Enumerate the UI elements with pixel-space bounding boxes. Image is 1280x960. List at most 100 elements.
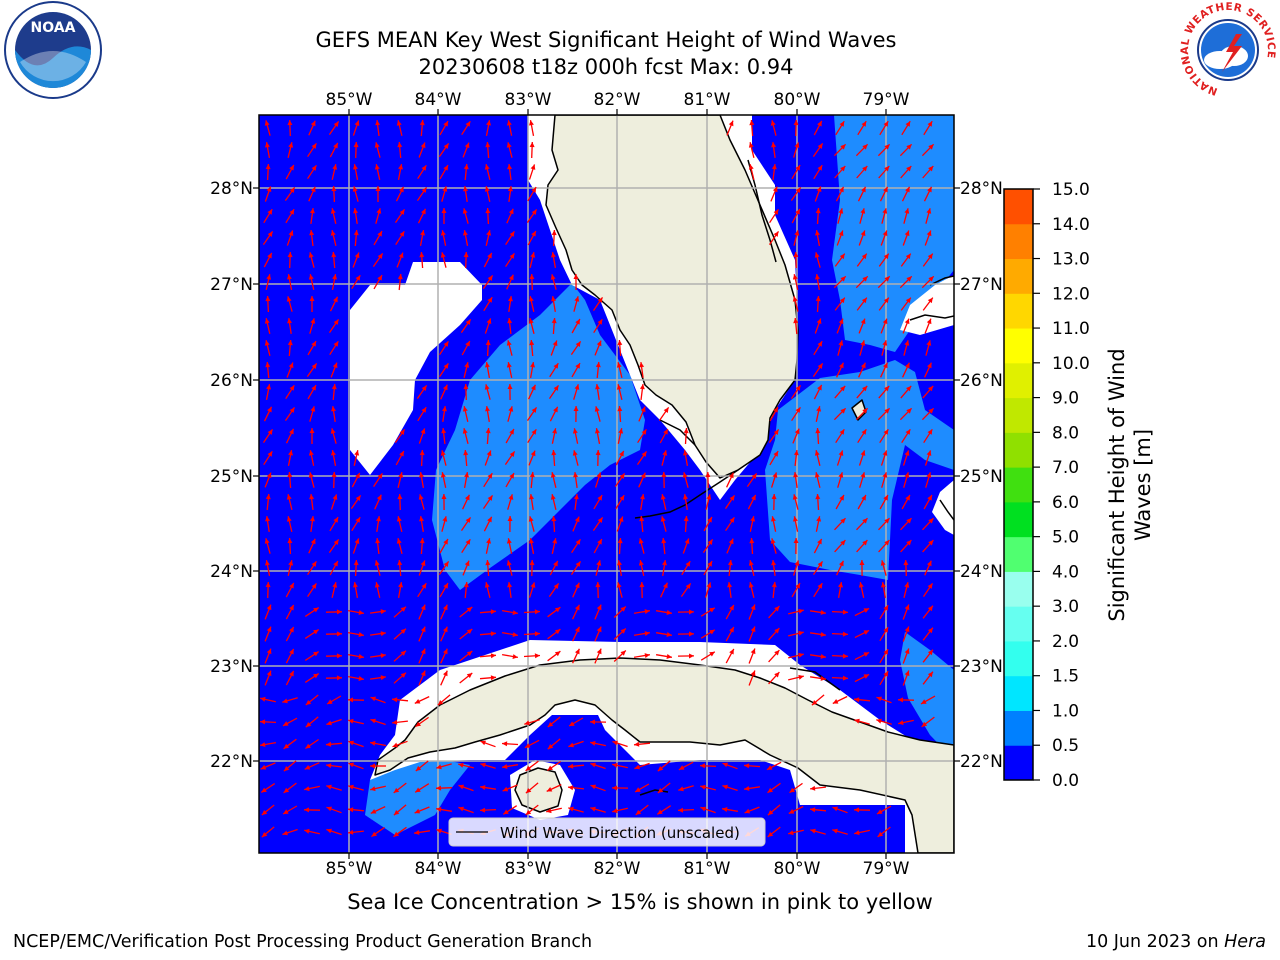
wave-vector-head: [860, 208, 866, 214]
wave-vector-head: [289, 428, 294, 435]
wave-vector-head: [376, 516, 381, 522]
wave-vector-head: [640, 406, 646, 413]
lat-label-left-27n: 27°N: [210, 275, 253, 295]
wave-vector-head: [905, 297, 911, 304]
wave-vector-head: [326, 784, 332, 790]
wave-vector-head: [525, 765, 532, 771]
wave-vector-head: [661, 538, 667, 544]
wave-vector-head: [709, 607, 715, 613]
wave-vector-head: [662, 450, 668, 456]
wave-vector-head: [525, 788, 532, 794]
wave-vector-head: [465, 341, 470, 347]
wave-vector-head: [458, 806, 464, 812]
wave-vector-head: [815, 494, 821, 500]
wave-vector-head: [509, 429, 514, 435]
wave-vector-head: [286, 516, 292, 522]
lat-label-right-28n: 28°N: [960, 179, 1003, 199]
wave-vector-head: [311, 143, 317, 149]
wave-vector-head: [858, 582, 864, 588]
wave-vector-head: [397, 274, 403, 280]
wave-vector-head: [860, 450, 866, 456]
wave-vector-head: [353, 560, 359, 566]
wave-vector-head: [904, 318, 910, 325]
wave-vector-head: [264, 318, 270, 324]
wave-vector-head: [289, 626, 294, 633]
wave-vector-head: [839, 297, 845, 304]
wave-vector-head: [466, 651, 473, 657]
wave-vector-head: [326, 763, 332, 769]
wave-vector-head: [842, 631, 848, 637]
lon-label-top-80w: 80°W: [774, 90, 821, 110]
wave-vector-head: [507, 384, 513, 389]
wave-vector-head: [727, 582, 733, 588]
wave-vector-head: [795, 583, 800, 589]
wave-vector-head: [419, 450, 425, 456]
wave-vector-head: [700, 784, 706, 790]
wave-vector-head: [551, 252, 556, 258]
wave-vector-head: [618, 516, 624, 522]
wave-vector-head: [794, 142, 800, 148]
wave-vector-head: [326, 741, 332, 747]
wave-vector-head: [304, 828, 310, 834]
wave-vector-head: [415, 787, 421, 793]
wave-vector-head: [490, 609, 496, 615]
colorbar-segment: [1004, 293, 1033, 329]
wave-vector-head: [927, 495, 932, 501]
wave-vector-head: [618, 428, 624, 434]
wave-vector-head: [906, 166, 912, 172]
wave-vector-head: [774, 628, 780, 634]
wave-vector-head: [616, 384, 622, 390]
wave-vector-head: [502, 786, 509, 792]
wave-vector-head: [282, 698, 288, 704]
wave-vector-head: [750, 670, 756, 677]
wave-vector-head: [507, 318, 513, 324]
wave-vector-head: [524, 720, 530, 726]
wave-vector-head: [534, 609, 540, 615]
wave-vector-head: [854, 807, 860, 813]
wave-vector-head: [619, 450, 624, 457]
lat-label-right-23n: 23°N: [960, 657, 1003, 677]
wave-vector-head: [772, 186, 778, 193]
wave-vector-head: [330, 208, 336, 214]
wave-vector-head: [374, 142, 380, 148]
wave-vector-head: [509, 253, 515, 259]
wave-vector-head: [817, 165, 823, 171]
wave-vector-head: [817, 143, 823, 149]
wave-vector-head: [840, 144, 846, 150]
wave-vector-head: [729, 626, 734, 633]
colorbar: [1004, 189, 1033, 781]
wave-vector-head: [817, 561, 823, 567]
wave-vector-head: [421, 407, 427, 413]
wave-vector-head: [884, 385, 890, 392]
wave-vector-head: [286, 296, 292, 302]
wave-vector-head: [928, 166, 934, 172]
wave-vector-head: [815, 208, 821, 214]
wave-vector-head: [397, 494, 403, 500]
wave-vector-head: [612, 762, 618, 768]
wave-vector-head: [528, 296, 534, 302]
lon-label-top-85w: 85°W: [326, 90, 373, 110]
wave-vector-head: [265, 164, 271, 170]
wave-vector-head: [860, 318, 866, 325]
map-legend: Wind Wave Direction (unscaled): [448, 817, 766, 847]
wave-vector-head: [443, 604, 448, 611]
wave-vector-head: [862, 144, 868, 150]
wave-vector-head: [815, 274, 820, 280]
wave-vector-head: [550, 472, 556, 478]
wave-vector-head: [283, 743, 290, 749]
wave-vector-head: [678, 765, 685, 770]
wave-vector-head: [771, 560, 777, 566]
wave-vector-head: [458, 784, 464, 790]
wave-vector-head: [264, 120, 270, 126]
wave-vector-head: [928, 540, 934, 546]
wave-vector-head: [530, 252, 536, 258]
wave-vector-head: [374, 582, 380, 588]
lon-label-top-79w: 79°W: [863, 90, 910, 110]
wave-vector-head: [506, 340, 512, 346]
wave-vector-head: [635, 809, 642, 815]
wave-vector-head: [400, 628, 406, 634]
wave-vector-head: [267, 252, 272, 259]
wave-vector-head: [641, 472, 646, 479]
wave-vector-head: [666, 632, 672, 637]
wave-vector-head: [638, 538, 644, 544]
